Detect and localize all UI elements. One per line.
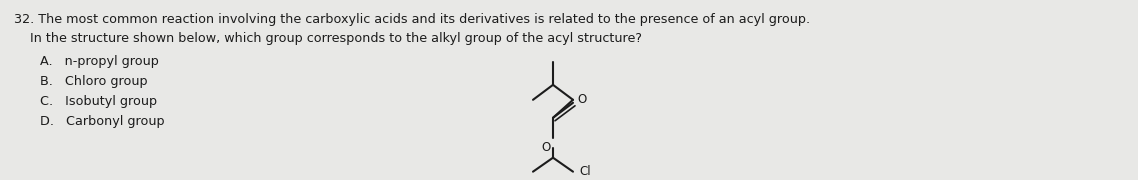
Text: D.   Carbonyl group: D. Carbonyl group	[40, 115, 165, 128]
Text: Cl: Cl	[579, 165, 591, 178]
Text: O: O	[577, 93, 586, 106]
Text: A.   n-propyl group: A. n-propyl group	[40, 55, 159, 68]
Text: O: O	[542, 141, 551, 154]
Text: 32. The most common reaction involving the carboxylic acids and its derivatives : 32. The most common reaction involving t…	[14, 13, 810, 26]
Text: In the structure shown below, which group corresponds to the alkyl group of the : In the structure shown below, which grou…	[14, 32, 642, 45]
Text: B.   Chloro group: B. Chloro group	[40, 75, 148, 88]
Text: C.   Isobutyl group: C. Isobutyl group	[40, 95, 157, 108]
